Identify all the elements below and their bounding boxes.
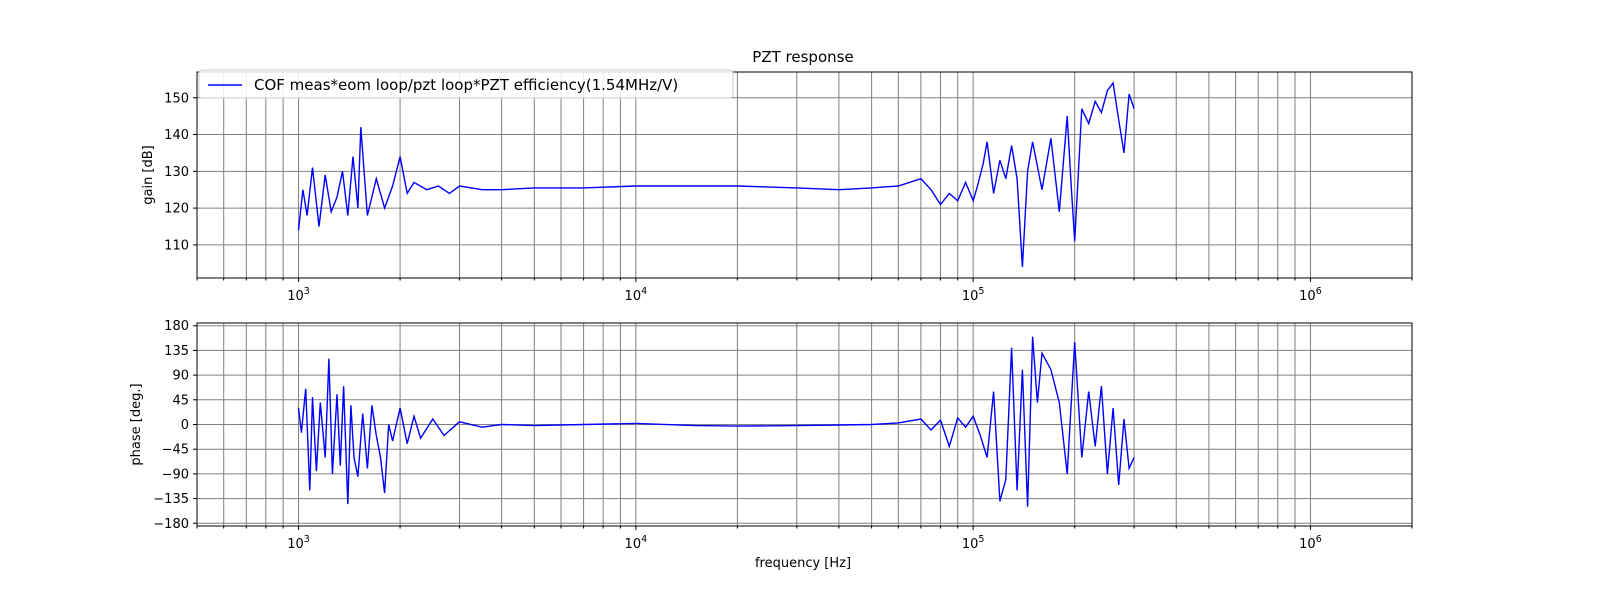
phase-y-tick-label: 135 [164, 344, 189, 359]
phase-x-ticks: 103 104 105 106 [196, 526, 1413, 552]
gain-y-tick-label: 110 [164, 238, 189, 253]
phase-y-tick-label: −135 [153, 492, 189, 507]
phase-y-tick-label: −90 [162, 467, 189, 482]
gain-y-ticks: 110 120 130 140 150 [164, 91, 197, 253]
legend: COF meas*eom loop/pzt loop*PZT efficienc… [198, 69, 734, 99]
phase-y-axis-label: phase [deg.] [129, 383, 144, 465]
phase-panel: −180 −135 −90 −45 0 45 90 135 180 103 104 105 106 p… [129, 319, 1413, 552]
gain-y-tick-label: 140 [164, 128, 189, 143]
phase-y-tick-label: 45 [172, 393, 189, 408]
phase-series-line [297, 336, 1135, 507]
gain-x-ticks: 103 104 105 106 [196, 278, 1413, 304]
gain-x-tick-label: 105 [962, 286, 985, 304]
phase-x-tick-label: 106 [1299, 534, 1322, 552]
phase-y-tick-label: −45 [162, 443, 189, 458]
gain-y-tick-label: 120 [164, 202, 189, 217]
x-axis-label: frequency [Hz] [755, 556, 851, 571]
phase-grid [196, 323, 1413, 526]
gain-x-tick-label: 104 [625, 286, 648, 304]
chart-title: PZT response [752, 48, 853, 66]
phase-y-ticks: −180 −135 −90 −45 0 45 90 135 180 [153, 319, 197, 532]
gain-x-tick-label: 103 [287, 286, 310, 304]
phase-y-tick-label: −180 [153, 517, 189, 532]
legend-box [198, 69, 734, 99]
phase-y-tick-label: 90 [172, 369, 189, 384]
gain-series-line [297, 81, 1135, 268]
gain-x-tick-label: 106 [1299, 286, 1322, 304]
gain-y-axis-label: gain [dB] [141, 145, 156, 205]
gain-y-tick-label: 130 [164, 165, 189, 180]
gain-panel: 110 120 130 140 150 103 104 105 106 gain [dB] [141, 71, 1413, 304]
legend-entry: COF meas*eom loop/pzt loop*PZT efficienc… [254, 76, 678, 94]
phase-axes-frame [196, 322, 1413, 527]
phase-y-tick-label: 0 [181, 418, 189, 433]
phase-x-tick-label: 104 [625, 534, 648, 552]
gain-y-tick-label: 150 [164, 91, 189, 106]
phase-x-tick-label: 105 [962, 534, 985, 552]
gain-grid [196, 72, 1413, 278]
phase-x-tick-label: 103 [287, 534, 310, 552]
gain-axes-frame [196, 71, 1413, 279]
phase-y-tick-label: 180 [164, 319, 189, 334]
